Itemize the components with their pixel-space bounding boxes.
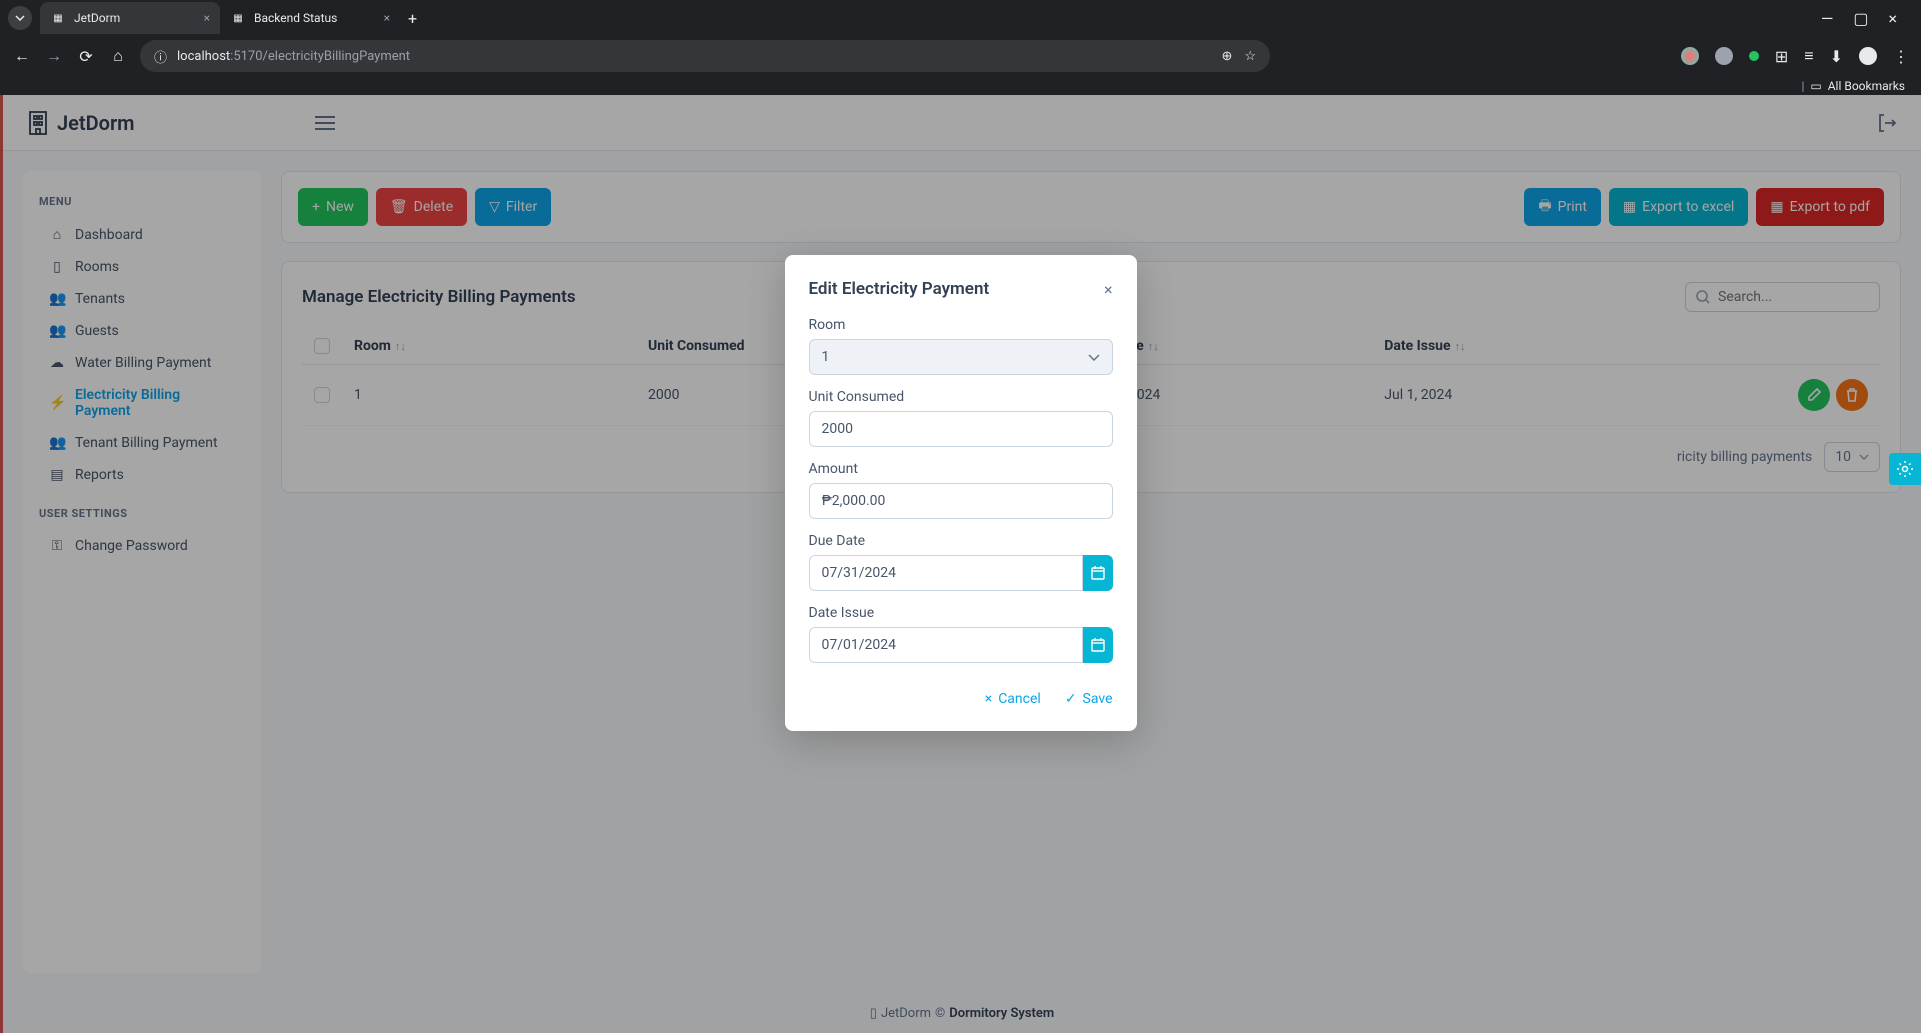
tab-close-icon[interactable]: × <box>384 11 390 25</box>
issue-date-input[interactable] <box>809 627 1083 663</box>
browser-tab-jetdorm[interactable]: ▦ JetDorm × <box>40 2 220 34</box>
browser-toolbar: ← → ⟳ ⌂ ⓘ localhost:5170/electricityBill… <box>0 36 1921 76</box>
tab-title: Backend Status <box>254 11 376 25</box>
room-label: Room <box>809 317 1113 333</box>
tab-close-icon[interactable]: × <box>204 11 210 25</box>
extension-icon[interactable] <box>1681 47 1699 65</box>
issue-date-picker-button[interactable] <box>1083 627 1113 663</box>
extension-icon[interactable] <box>1749 51 1759 61</box>
folder-icon: ▭ <box>1810 79 1821 93</box>
unit-label: Unit Consumed <box>809 389 1113 405</box>
tab-favicon-icon: ▦ <box>230 10 246 26</box>
tab-title: JetDorm <box>74 11 196 25</box>
downloads-icon[interactable]: ⬇ <box>1830 47 1843 66</box>
bookmarks-bar: | ▭ All Bookmarks <box>0 76 1921 95</box>
due-date-label: Due Date <box>809 533 1113 549</box>
toolbar-extensions: ⊞ ≡ ⬇ ⋮ <box>1681 46 1909 66</box>
extensions-icon[interactable]: ⊞ <box>1775 47 1788 66</box>
chevron-down-icon <box>1088 354 1100 361</box>
tab-favicon-icon: ▦ <box>50 10 66 26</box>
minimize-icon[interactable]: — <box>1821 9 1834 28</box>
url-bar[interactable]: ⓘ localhost:5170/electricityBillingPayme… <box>140 40 1270 72</box>
password-icon[interactable]: ⊕ <box>1221 49 1232 64</box>
issue-date-label: Date Issue <box>809 605 1113 621</box>
url-path: /electricityBillingPayment <box>263 49 411 64</box>
amount-label: Amount <box>809 461 1113 477</box>
bookmark-star-icon[interactable]: ☆ <box>1244 49 1256 64</box>
back-button[interactable]: ← <box>12 46 32 66</box>
extension-icon[interactable] <box>1715 47 1733 65</box>
tab-search-dropdown[interactable] <box>8 6 32 30</box>
room-select[interactable]: 1 <box>809 339 1113 375</box>
info-icon: ⓘ <box>154 47 167 66</box>
tab-bar: ▦ JetDorm × ▦ Backend Status × + — ▢ × <box>0 0 1921 36</box>
modal-close-button[interactable]: × <box>1104 280 1113 299</box>
unit-input[interactable] <box>809 411 1113 447</box>
amount-input[interactable] <box>809 483 1113 519</box>
cancel-button[interactable]: × Cancel <box>985 691 1041 707</box>
reload-button[interactable]: ⟳ <box>76 47 96 66</box>
window-controls: — ▢ × <box>1821 9 1913 28</box>
settings-fab[interactable] <box>1889 453 1921 485</box>
browser-chrome: ▦ JetDorm × ▦ Backend Status × + — ▢ × ←… <box>0 0 1921 95</box>
media-icon[interactable]: ≡ <box>1804 46 1813 66</box>
save-button[interactable]: ✓ Save <box>1065 691 1113 707</box>
due-date-picker-button[interactable] <box>1083 555 1113 591</box>
more-icon[interactable]: ⋮ <box>1893 47 1909 66</box>
check-icon: ✓ <box>1065 691 1077 707</box>
new-tab-button[interactable]: + <box>400 9 425 28</box>
edit-modal: Edit Electricity Payment × Room 1 Unit C… <box>785 255 1137 731</box>
url-port: :5170 <box>230 49 262 64</box>
url-host: localhost <box>177 49 230 64</box>
x-icon: × <box>985 691 992 707</box>
close-window-icon[interactable]: × <box>1888 9 1897 28</box>
modal-header: Edit Electricity Payment × <box>809 279 1113 299</box>
forward-button[interactable]: → <box>44 46 64 66</box>
modal-title: Edit Electricity Payment <box>809 279 990 299</box>
maximize-icon[interactable]: ▢ <box>1853 9 1868 28</box>
due-date-input[interactable] <box>809 555 1083 591</box>
browser-tab-backend[interactable]: ▦ Backend Status × <box>220 2 400 34</box>
modal-overlay[interactable]: Edit Electricity Payment × Room 1 Unit C… <box>0 95 1921 1033</box>
all-bookmarks-link[interactable]: All Bookmarks <box>1828 79 1905 93</box>
home-button[interactable]: ⌂ <box>108 46 128 66</box>
profile-avatar-icon[interactable] <box>1859 47 1877 65</box>
